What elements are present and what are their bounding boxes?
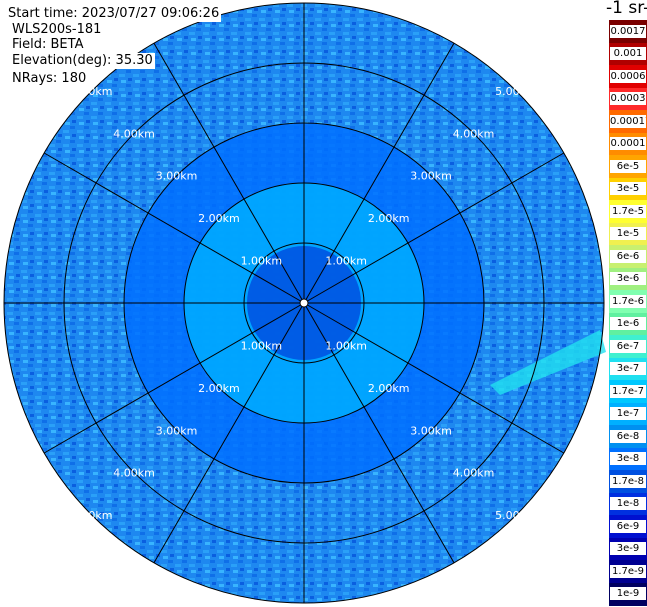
ppi-grid: [3, 2, 605, 604]
azimuth-spoke: [303, 152, 565, 304]
azimuth-spoke: [303, 302, 565, 454]
colorbar-tick-label: 6e-6: [610, 249, 646, 263]
range-ring-label: 5.00km: [71, 85, 113, 98]
range-ring-label: 2.00km: [368, 212, 410, 225]
azimuth-spoke: [43, 302, 305, 454]
colorbar-tick-label: 1e-5: [610, 227, 646, 241]
colorbar-tick-label: 1.7e-6: [610, 294, 646, 308]
nrays-label: NRays: 180: [10, 71, 89, 87]
colorbar-tick-label: 1e-6: [610, 317, 646, 331]
range-ring-label: 1.00km: [241, 255, 283, 268]
range-ring-label: 3.00km: [410, 170, 452, 183]
start-time-label: Start time: 2023/07/27 09:06:26: [6, 6, 222, 22]
colorbar-tick-label: 0.0001: [610, 137, 646, 151]
range-ring-label: 3.00km: [410, 424, 452, 437]
range-ring-label: 4.00km: [113, 127, 155, 140]
colorbar-tick-label: 3e-5: [610, 182, 646, 196]
azimuth-spoke: [153, 42, 305, 304]
range-ring-label: 5.00km: [495, 85, 537, 98]
ppi-range-labels: 1.00km 1.00km 1.00km 1.00km 2.00km 2.00km 2.00…: [71, 85, 537, 522]
colorbar-tick-label: 0.0003: [610, 92, 646, 106]
range-ring-label: 1.00km: [325, 255, 367, 268]
colorbar-tick-label: 0.0006: [610, 69, 646, 83]
colorbar-tick-label: 1.7e-5: [610, 204, 646, 218]
instrument-label: WLS200s-181: [10, 22, 104, 38]
colorbar-tick-label: 0.001: [610, 47, 646, 61]
colorbar-tick-label: 1e-8: [610, 497, 646, 511]
range-ring-label: 4.00km: [453, 467, 495, 480]
colorbar-tick-label: 6e-8: [610, 429, 646, 443]
range-ring-label: 1.00km: [325, 339, 367, 352]
colorbar-tick-label: 1.7e-7: [610, 384, 646, 398]
range-ring-label: 5.00km: [495, 509, 537, 522]
field-east-plume: [490, 330, 606, 395]
range-ring-label: 2.00km: [368, 382, 410, 395]
azimuth-spoke: [43, 152, 305, 304]
colorbar-tick-label: 1.7e-9: [610, 564, 646, 578]
colorbar-tick-label: 1e-9: [610, 587, 646, 601]
colorbar-tick-label: 0.00017: [610, 114, 646, 128]
range-ring-label: 4.00km: [453, 127, 495, 140]
colorbar-tick-label: 6e-9: [610, 519, 646, 533]
range-ring-label: 3.00km: [156, 424, 198, 437]
colorbar-tick-label: 3e-6: [610, 272, 646, 286]
azimuth-spoke: [153, 302, 305, 564]
colorbar-tick-label: 3e-7: [610, 362, 646, 376]
range-ring-label: 5.00km: [71, 509, 113, 522]
range-ring-label: 4.00km: [113, 467, 155, 480]
field-label: Field: BETA: [10, 37, 86, 53]
colorbar-tick-label: 0.0017: [610, 24, 646, 38]
colorbar-tick-label: 6e-5: [610, 159, 646, 173]
colorbar-tick-label: 1.7e-8: [610, 474, 646, 488]
range-ring-label: 2.00km: [198, 212, 240, 225]
colorbar-tick-label: 1e-7: [610, 407, 646, 421]
elevation-label: Elevation(deg): 35.30: [10, 53, 155, 69]
azimuth-spoke: [303, 42, 455, 304]
colorbar-tick-label: 6e-7: [610, 339, 646, 353]
colorbar-tick-label: 3e-8: [610, 452, 646, 466]
azimuth-spoke: [303, 302, 455, 564]
radar-center: [299, 298, 309, 308]
colorbar-title: -1 sr-1: [606, 0, 647, 18]
range-ring-label: 3.00km: [156, 170, 198, 183]
range-ring-label: 1.00km: [241, 339, 283, 352]
colorbar-tick-label: 3e-9: [610, 542, 646, 556]
range-ring-label: 2.00km: [198, 382, 240, 395]
